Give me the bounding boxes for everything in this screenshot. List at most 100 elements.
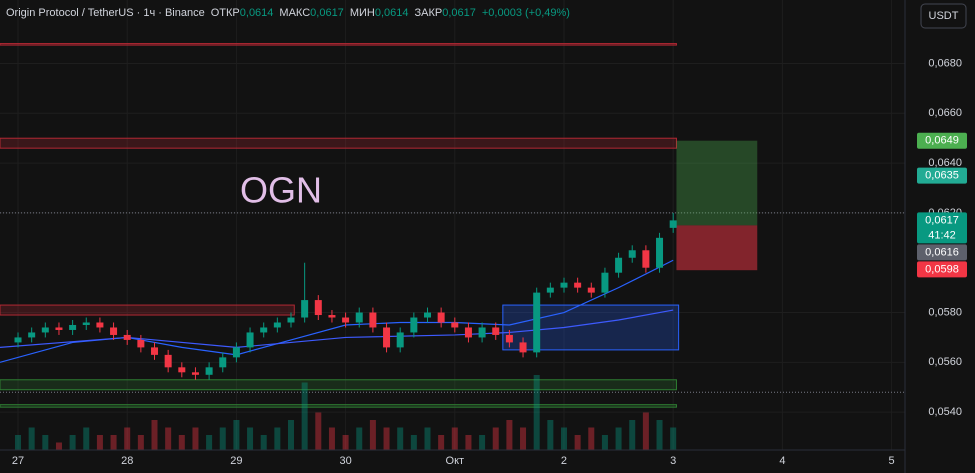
volume-bar (178, 435, 185, 450)
candle-body (82, 322, 90, 325)
price-label: 0,0598 (925, 263, 959, 275)
candle-body (410, 317, 418, 333)
candle-body (628, 250, 636, 258)
candle-body (205, 367, 213, 375)
volume-bar (301, 382, 308, 450)
volume-bar (560, 427, 567, 450)
candle-body (14, 337, 22, 343)
candle-body (191, 372, 199, 375)
volume-bar (192, 427, 199, 450)
candle-body (533, 292, 541, 353)
y-tick-label: 0,0540 (928, 406, 962, 418)
candle-body (69, 324, 77, 330)
candle-body (110, 327, 118, 335)
volume-bar (83, 427, 90, 450)
candle-body (383, 327, 391, 348)
header-text: 0,0617 (310, 7, 344, 19)
candle-body (601, 272, 609, 293)
volume-bar (383, 427, 390, 450)
volume-bar (247, 427, 254, 450)
candle-body (423, 312, 431, 318)
candle-body (478, 327, 486, 338)
y-tick-label: 0,0680 (928, 57, 962, 69)
price-label-box (917, 167, 967, 184)
candle-body (615, 257, 623, 273)
candle-body (656, 237, 664, 268)
candle-body (219, 357, 227, 368)
volume-bar (288, 420, 295, 450)
candle-body (574, 282, 582, 288)
y-tick-label: 0,0580 (928, 306, 962, 318)
volume-bar (369, 420, 376, 450)
volume-bar (28, 427, 35, 450)
candle-body (314, 300, 322, 316)
volume-bar (656, 420, 663, 450)
price-label-box (917, 244, 967, 261)
countdown: 41:42 (928, 229, 956, 241)
volume-bar (55, 442, 62, 450)
price-label: 0,0649 (925, 135, 959, 147)
target-zone (676, 140, 758, 226)
volume-bar (356, 427, 363, 450)
header-text: +0,0003 (+0,49%) (482, 7, 570, 19)
x-tick-label: 30 (339, 455, 351, 467)
volume-bar (206, 435, 213, 450)
currency[interactable]: USDT (929, 10, 959, 22)
volume-bar (274, 427, 281, 450)
volume-bar (424, 427, 431, 450)
x-tick-label: 5 (889, 455, 895, 467)
price-label-box (917, 132, 967, 149)
header-text: ОТКР (211, 7, 240, 19)
volume-bar (42, 435, 49, 450)
candle-body (546, 287, 554, 293)
zone (502, 304, 680, 351)
candle-body (505, 334, 513, 343)
y-tick-label: 0,0660 (928, 107, 962, 119)
candle-body (642, 250, 650, 268)
candle-body (301, 300, 309, 318)
volume-bar (219, 427, 226, 450)
x-tick-label: Окт (446, 455, 465, 467)
zone (0, 43, 677, 46)
header-text: 0,0617 (442, 7, 476, 19)
candle-body (369, 312, 377, 328)
volume-bar (574, 435, 581, 450)
candle-body (464, 327, 472, 338)
volume-bar (315, 412, 322, 450)
candle-body (587, 287, 595, 293)
y-tick-label: 0,0640 (928, 157, 962, 169)
volume-bar (410, 435, 417, 450)
volume-bar (615, 427, 622, 450)
header-text: МИН (350, 7, 375, 19)
volume-bar (438, 435, 445, 450)
zone (0, 137, 677, 149)
currency-button[interactable] (920, 3, 967, 29)
candle-body (451, 322, 459, 328)
header: Origin Protocol / TetherUS · 1ч · Binanc… (6, 7, 570, 19)
candle-body (560, 282, 568, 288)
candle-body (328, 315, 336, 318)
volume-bar (601, 435, 608, 450)
volume-bar (451, 427, 458, 450)
x-tick-label: 29 (230, 455, 242, 467)
zone (0, 379, 677, 391)
x-tick-label: 27 (12, 455, 24, 467)
candle-body (246, 332, 254, 348)
zone (0, 304, 295, 316)
volume-bar (479, 435, 486, 450)
zone (0, 404, 677, 408)
volume-bar (110, 435, 117, 450)
candle-body (519, 342, 527, 353)
price-label: 0,0616 (925, 246, 959, 258)
candle-body (137, 339, 145, 348)
volume-bar (547, 420, 554, 450)
candle-body (164, 354, 172, 368)
candle-body (178, 367, 186, 373)
x-tick-label: 4 (779, 455, 785, 467)
candle-body (342, 317, 350, 323)
candle-body (355, 312, 363, 323)
candle-body (396, 332, 404, 348)
position-tool (676, 140, 758, 271)
volume-bar (165, 427, 172, 450)
